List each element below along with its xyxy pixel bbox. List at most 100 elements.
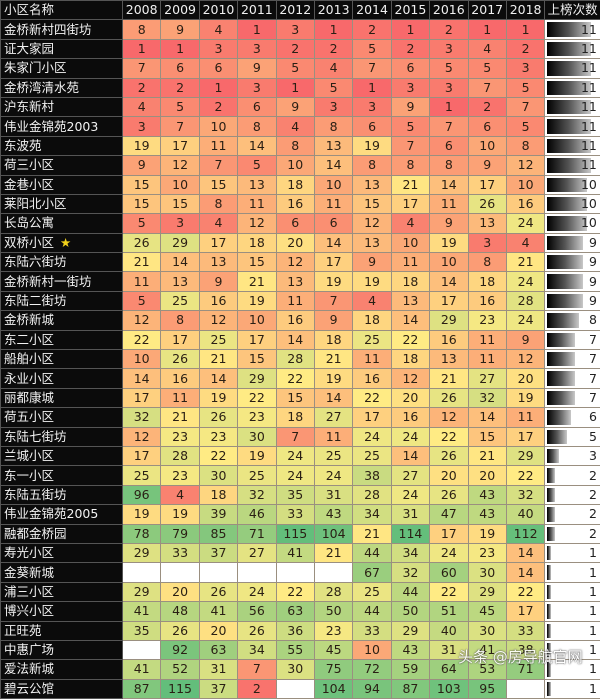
rank-cell: 19 (468, 524, 506, 543)
rank-cell: 13 (238, 175, 276, 194)
count-cell: 2 (545, 485, 600, 504)
community-name: 碧云公馆 (4, 681, 54, 696)
rank-cell: 31 (199, 660, 237, 679)
rank-cell: 5 (430, 59, 468, 78)
rank-cell: 10 (430, 253, 468, 272)
count-value: 1 (589, 661, 597, 676)
rank-cell: 8 (314, 117, 352, 136)
rank-cell: 25 (123, 466, 161, 485)
rank-cell (276, 679, 314, 698)
rank-cell: 8 (199, 194, 237, 213)
rank-cell: 15 (123, 194, 161, 213)
rank-cell: 18 (391, 272, 429, 291)
count-databar (547, 585, 551, 599)
rank-cell: 24 (353, 427, 391, 446)
rank-cell: 11 (314, 427, 352, 446)
rank-cell: 16 (506, 194, 544, 213)
rank-cell: 71 (506, 660, 544, 679)
count-value: 1 (589, 623, 597, 638)
rank-cell (123, 640, 161, 659)
rank-cell: 11 (353, 350, 391, 369)
rank-cell: 16 (391, 408, 429, 427)
rank-cell: 1 (123, 39, 161, 58)
rank-cell: 5 (123, 214, 161, 233)
rank-cell: 50 (391, 602, 429, 621)
rank-cell: 12 (353, 214, 391, 233)
rank-cell: 10 (314, 175, 352, 194)
rank-cell: 20 (161, 582, 199, 601)
rank-cell: 14 (276, 330, 314, 349)
community-name-cell: 双桥小区★ (1, 233, 123, 252)
rank-cell: 7 (276, 427, 314, 446)
community-name: 朱家门小区 (4, 60, 67, 75)
count-value: 10 (581, 177, 597, 192)
rank-cell: 19 (238, 446, 276, 465)
rank-cell: 31 (391, 505, 429, 524)
community-name: 伟业金锦苑2003 (4, 119, 98, 134)
rank-cell: 14 (430, 175, 468, 194)
count-cell: 2 (545, 524, 600, 543)
rank-cell: 21 (391, 175, 429, 194)
count-cell: 6 (545, 408, 600, 427)
rank-cell: 22 (238, 388, 276, 407)
rank-cell: 2 (353, 20, 391, 39)
rank-cell: 30 (199, 466, 237, 485)
rank-cell: 4 (199, 20, 237, 39)
rank-cell: 16 (276, 194, 314, 213)
rank-cell: 29 (161, 233, 199, 252)
rank-cell: 24 (506, 311, 544, 330)
rank-cell: 23 (314, 621, 352, 640)
count-databar (547, 565, 551, 579)
rank-cell: 30 (468, 621, 506, 640)
rank-cell: 6 (276, 214, 314, 233)
rank-cell: 87 (391, 679, 429, 698)
community-name-cell: 莱阳北小区 (1, 194, 123, 213)
rank-cell: 6 (430, 136, 468, 155)
rank-cell: 19 (238, 291, 276, 310)
rank-cell: 17 (161, 136, 199, 155)
rank-cell: 16 (353, 369, 391, 388)
count-cell: 1 (545, 602, 600, 621)
rank-cell: 5 (123, 291, 161, 310)
rank-cell: 17 (506, 602, 544, 621)
rank-cell: 95 (468, 679, 506, 698)
count-cell: 1 (545, 640, 600, 659)
community-name-cell: 金桥新城 (1, 311, 123, 330)
community-name: 东陆六街坊 (4, 254, 67, 269)
rank-cell: 3 (199, 39, 237, 58)
rank-cell: 10 (391, 233, 429, 252)
count-value: 1 (589, 603, 597, 618)
count-cell: 2 (545, 466, 600, 485)
rank-cell: 48 (161, 602, 199, 621)
rank-cell: 14 (238, 136, 276, 155)
rank-cell: 38 (506, 640, 544, 659)
rank-cell: 26 (430, 446, 468, 465)
rank-cell: 1 (391, 20, 429, 39)
count-value: 6 (589, 409, 597, 424)
rank-cell: 41 (199, 602, 237, 621)
rank-cell: 5 (391, 117, 429, 136)
rank-cell: 16 (199, 291, 237, 310)
rank-cell: 85 (199, 524, 237, 543)
count-cell: 11 (545, 39, 600, 58)
rank-cell: 9 (468, 156, 506, 175)
count-databar (547, 371, 575, 385)
rank-cell: 35 (276, 485, 314, 504)
rank-cell: 12 (391, 369, 429, 388)
rank-cell: 6 (468, 117, 506, 136)
rank-cell: 3 (238, 78, 276, 97)
count-value: 1 (589, 545, 597, 560)
rank-cell: 53 (468, 660, 506, 679)
count-cell: 8 (545, 311, 600, 330)
rank-cell: 2 (468, 97, 506, 116)
rank-cell: 19 (314, 369, 352, 388)
rank-cell: 24 (276, 446, 314, 465)
rank-cell: 24 (391, 427, 429, 446)
